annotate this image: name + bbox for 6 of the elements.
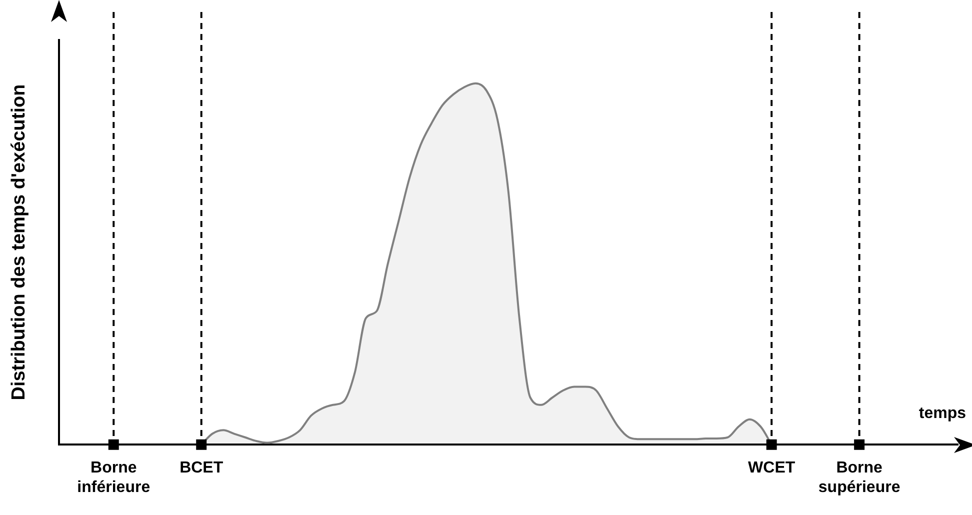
x-tick-label: BCET [180, 460, 224, 477]
x-tick-label: Borne supérieure [818, 460, 900, 496]
x-tick-label: WCET [748, 460, 796, 477]
x-tick-label: Borne inférieure [77, 460, 150, 496]
x-axis-title: temps [918, 404, 966, 423]
y-axis-title: Distribution des temps d'exécution [8, 84, 30, 400]
